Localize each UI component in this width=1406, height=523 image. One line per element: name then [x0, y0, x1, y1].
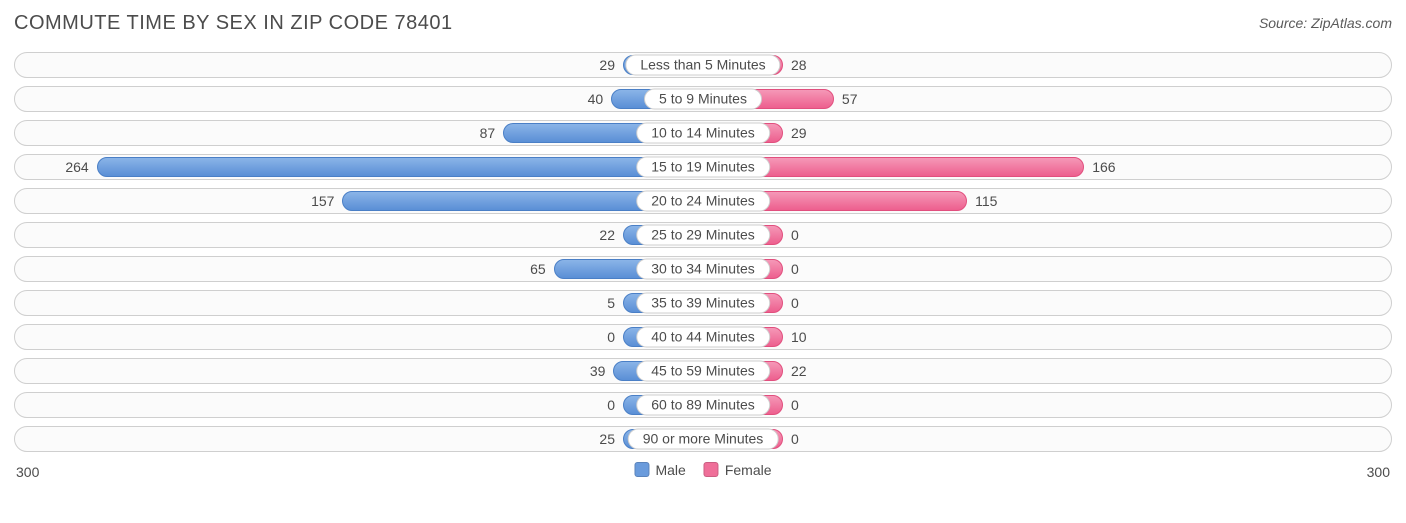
half-female: 0	[703, 291, 1391, 315]
half-male: 0	[15, 325, 703, 349]
chart-row: 25 0 90 or more Minutes	[14, 426, 1392, 452]
half-male: 5	[15, 291, 703, 315]
chart-row: 22 0 25 to 29 Minutes	[14, 222, 1392, 248]
chart-row: 87 29 10 to 14 Minutes	[14, 120, 1392, 146]
legend: Male Female	[634, 462, 771, 478]
value-male: 157	[311, 193, 334, 209]
chart-row: 0 10 40 to 44 Minutes	[14, 324, 1392, 350]
category-label: 15 to 19 Minutes	[636, 157, 770, 178]
half-male: 264	[15, 155, 703, 179]
category-label: Less than 5 Minutes	[625, 55, 780, 76]
category-label: 30 to 34 Minutes	[636, 259, 770, 280]
half-male: 0	[15, 393, 703, 417]
half-male: 65	[15, 257, 703, 281]
half-female: 10	[703, 325, 1391, 349]
legend-label: Male	[655, 462, 685, 478]
half-female: 0	[703, 223, 1391, 247]
category-label: 5 to 9 Minutes	[644, 89, 762, 110]
half-male: 39	[15, 359, 703, 383]
value-female: 0	[791, 227, 799, 243]
value-female: 29	[791, 125, 807, 141]
bar-male	[97, 157, 703, 177]
chart-row: 264 166 15 to 19 Minutes	[14, 154, 1392, 180]
legend-label: Female	[725, 462, 772, 478]
value-male: 5	[607, 295, 615, 311]
chart-header: Commute Time By Sex in Zip Code 78401 So…	[14, 8, 1392, 38]
chart-title: Commute Time By Sex in Zip Code 78401	[14, 12, 453, 35]
category-label: 35 to 39 Minutes	[636, 293, 770, 314]
axis-max-left: 300	[16, 464, 39, 480]
half-male: 40	[15, 87, 703, 111]
legend-item: Male	[634, 462, 685, 478]
chart-source: Source: ZipAtlas.com	[1259, 15, 1392, 31]
half-female: 166	[703, 155, 1391, 179]
category-label: 25 to 29 Minutes	[636, 225, 770, 246]
value-female: 0	[791, 397, 799, 413]
value-male: 29	[599, 57, 615, 73]
legend-swatch	[704, 462, 719, 477]
half-female: 0	[703, 393, 1391, 417]
chart-row: 29 28 Less than 5 Minutes	[14, 52, 1392, 78]
value-male: 0	[607, 397, 615, 413]
axis-max-right: 300	[1367, 464, 1390, 480]
value-female: 0	[791, 261, 799, 277]
half-male: 87	[15, 121, 703, 145]
value-female: 166	[1092, 159, 1115, 175]
chart-row: 157 115 20 to 24 Minutes	[14, 188, 1392, 214]
half-female: 0	[703, 427, 1391, 451]
chart-row: 65 0 30 to 34 Minutes	[14, 256, 1392, 282]
category-label: 90 or more Minutes	[628, 429, 779, 450]
chart-footer: 300 Male Female 300	[14, 460, 1392, 486]
chart-row: 40 57 5 to 9 Minutes	[14, 86, 1392, 112]
half-female: 28	[703, 53, 1391, 77]
value-female: 57	[842, 91, 858, 107]
chart-rows: 29 28 Less than 5 Minutes 40 57 5 to 9 Minute…	[14, 52, 1392, 452]
legend-item: Female	[704, 462, 772, 478]
chart-row: 5 0 35 to 39 Minutes	[14, 290, 1392, 316]
half-male: 22	[15, 223, 703, 247]
half-female: 22	[703, 359, 1391, 383]
value-male: 65	[530, 261, 546, 277]
commute-chart: Commute Time By Sex in Zip Code 78401 So…	[0, 0, 1406, 523]
value-male: 25	[599, 431, 615, 447]
category-label: 20 to 24 Minutes	[636, 191, 770, 212]
value-male: 22	[599, 227, 615, 243]
value-female: 10	[791, 329, 807, 345]
half-male: 25	[15, 427, 703, 451]
value-female: 115	[975, 193, 997, 209]
value-male: 39	[590, 363, 606, 379]
chart-row: 0 0 60 to 89 Minutes	[14, 392, 1392, 418]
half-male: 29	[15, 53, 703, 77]
category-label: 40 to 44 Minutes	[636, 327, 770, 348]
category-label: 60 to 89 Minutes	[636, 395, 770, 416]
legend-swatch	[634, 462, 649, 477]
chart-row: 39 22 45 to 59 Minutes	[14, 358, 1392, 384]
value-male: 87	[480, 125, 496, 141]
value-male: 0	[607, 329, 615, 345]
value-male: 264	[65, 159, 88, 175]
half-female: 29	[703, 121, 1391, 145]
value-female: 22	[791, 363, 807, 379]
category-label: 10 to 14 Minutes	[636, 123, 770, 144]
value-female: 28	[791, 57, 807, 73]
category-label: 45 to 59 Minutes	[636, 361, 770, 382]
value-female: 0	[791, 295, 799, 311]
value-male: 40	[588, 91, 604, 107]
value-female: 0	[791, 431, 799, 447]
half-female: 0	[703, 257, 1391, 281]
half-female: 115	[703, 189, 1391, 213]
half-female: 57	[703, 87, 1391, 111]
half-male: 157	[15, 189, 703, 213]
